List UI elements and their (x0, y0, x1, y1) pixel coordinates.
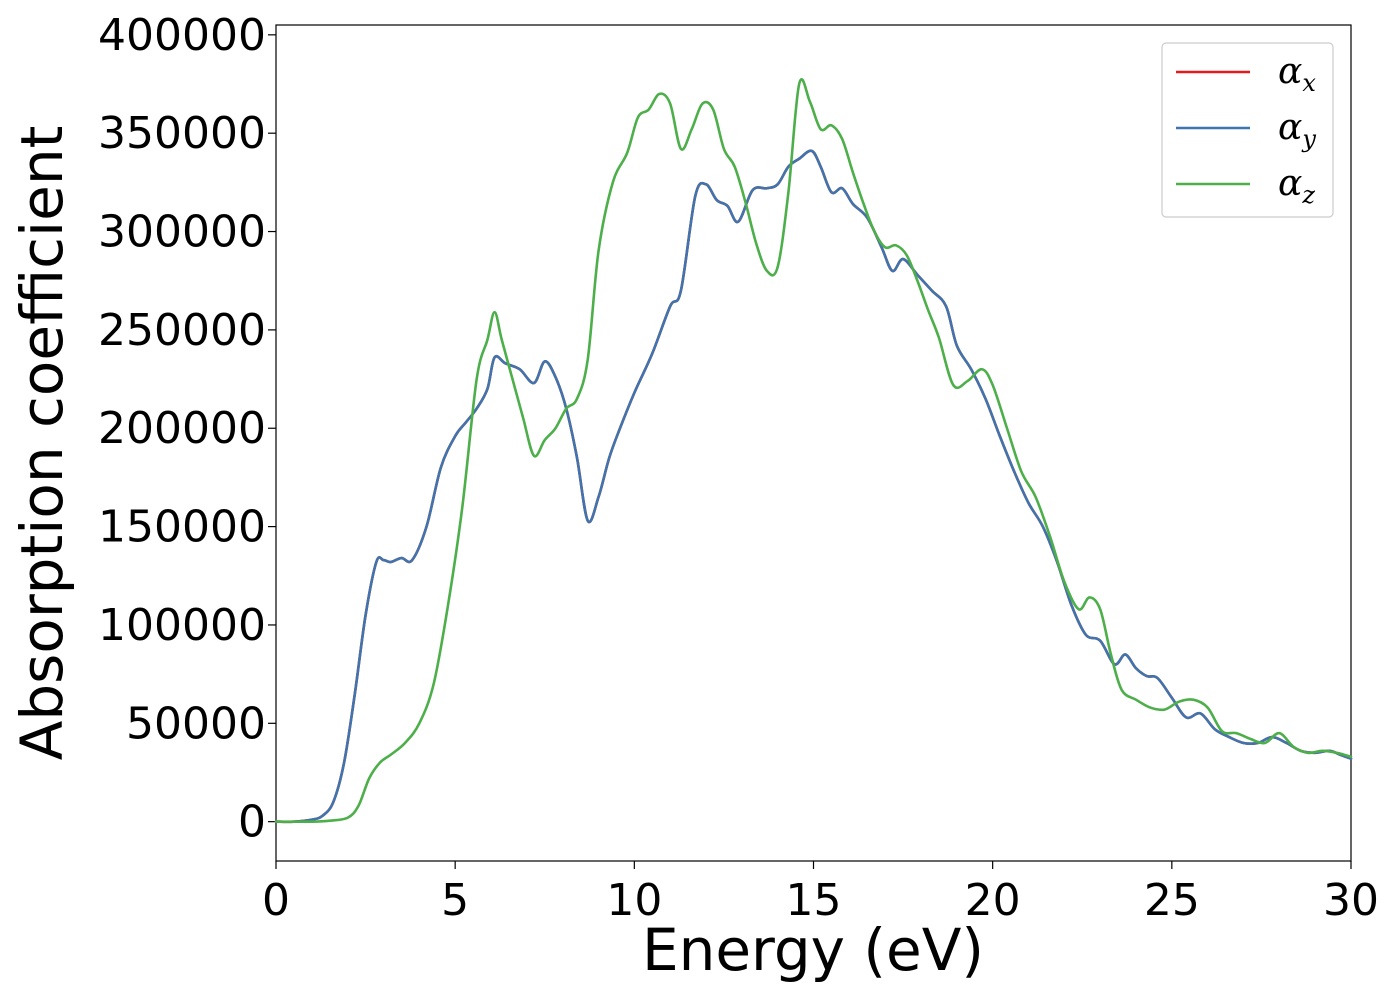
x-tick-label: 25 (1144, 875, 1200, 926)
y-tick-label: 150000 (98, 502, 266, 553)
y-tick-label: 350000 (98, 108, 266, 159)
y-tick-label: 250000 (98, 305, 266, 356)
x-axis-title: Energy (eV) (642, 916, 984, 984)
x-tick-label: 0 (262, 875, 290, 926)
legend-label-x: αx (1278, 51, 1316, 97)
series-line-z (274, 78, 1353, 824)
legend-label-z: αz (1278, 163, 1315, 209)
y-axis-title: Absorption coefficient (8, 126, 76, 761)
x-tick-label: 10 (606, 875, 662, 926)
x-tick-label: 5 (441, 875, 469, 926)
legend-box (1161, 42, 1334, 218)
series-layer (274, 78, 1353, 824)
x-tick-label: 20 (965, 875, 1021, 926)
y-tick-label: 50000 (126, 698, 266, 749)
legend-label-y: αy (1278, 107, 1316, 153)
series-line-y (274, 149, 1353, 824)
y-tick-label: 0 (238, 797, 266, 848)
x-tick-label: 15 (786, 875, 842, 926)
legend: αx αy αz (1161, 42, 1334, 218)
x-tick-label: 30 (1323, 875, 1379, 926)
y-tick-label: 200000 (98, 403, 266, 454)
x-axis: 0 5 10 15 20 25 30 (262, 861, 1379, 926)
y-tick-label: 300000 (98, 207, 266, 258)
y-tick-label: 100000 (98, 600, 266, 651)
y-axis: 0 50000 100000 150000 200000 250000 300000 3500… (98, 10, 276, 848)
y-tick-label: 400000 (98, 10, 266, 61)
